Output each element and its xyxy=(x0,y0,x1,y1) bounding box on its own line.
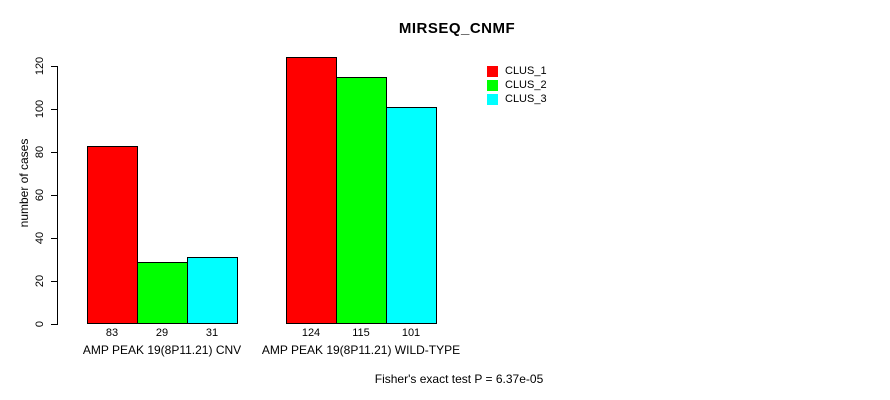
bar xyxy=(386,107,437,324)
legend-item: CLUS_2 xyxy=(487,78,547,92)
x-axis-category-label: AMP PEAK 19(8P11.21) CNV xyxy=(82,343,242,357)
y-axis-line xyxy=(57,66,58,325)
y-axis-tick xyxy=(51,66,57,67)
bar xyxy=(87,146,138,324)
legend-swatch xyxy=(487,65,498,77)
legend-label: CLUS_2 xyxy=(505,79,547,91)
bar-value-label: 31 xyxy=(205,327,219,339)
legend-swatch xyxy=(487,79,498,91)
bar-value-label: 124 xyxy=(301,327,321,339)
y-axis-tick-label: 40 xyxy=(34,231,46,245)
bar-value-label: 29 xyxy=(155,327,169,339)
x-axis-category-label: AMP PEAK 19(8P11.21) WILD-TYPE xyxy=(261,343,461,357)
bar xyxy=(137,262,188,324)
bar xyxy=(187,257,238,324)
y-axis-tick xyxy=(51,152,57,153)
bar-value-label: 101 xyxy=(401,327,421,339)
legend-item: CLUS_1 xyxy=(487,64,547,78)
bar xyxy=(336,77,387,324)
chart-title: MIRSEQ_CNMF xyxy=(398,20,516,37)
legend-swatch xyxy=(487,93,498,105)
y-axis-tick-label: 100 xyxy=(34,99,46,119)
legend-label: CLUS_1 xyxy=(505,65,547,77)
y-axis-tick-label: 0 xyxy=(34,320,46,328)
bar-value-label: 115 xyxy=(352,327,370,339)
bar xyxy=(286,57,337,324)
y-axis-tick xyxy=(51,195,57,196)
y-axis-tick xyxy=(51,281,57,282)
y-axis-tick-label: 60 xyxy=(34,188,46,202)
y-axis-tick xyxy=(51,109,57,110)
legend-item: CLUS_3 xyxy=(487,92,547,106)
y-axis-tick xyxy=(51,324,57,325)
annotation-text: Fisher's exact test P = 6.37e-05 xyxy=(374,372,544,386)
y-axis-tick-label: 20 xyxy=(34,274,46,288)
legend: CLUS_1 CLUS_2 CLUS_3 xyxy=(487,64,547,106)
legend-label: CLUS_3 xyxy=(505,93,547,105)
y-axis-tick-label: 120 xyxy=(34,56,46,76)
y-axis-tick xyxy=(51,238,57,239)
bar-value-label: 83 xyxy=(105,327,119,339)
y-axis-tick-label: 80 xyxy=(34,145,46,159)
